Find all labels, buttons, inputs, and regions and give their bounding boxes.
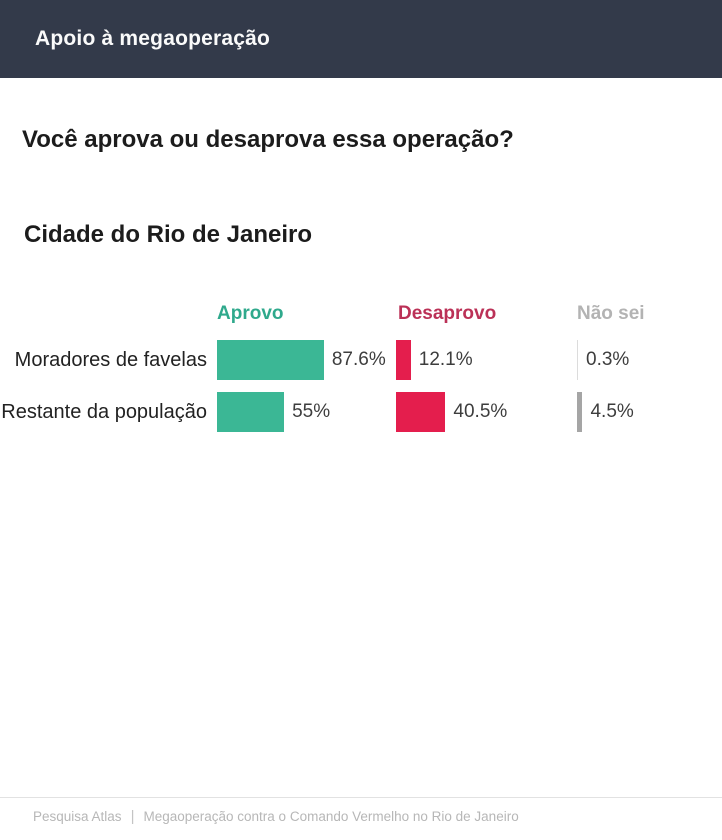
bar-value: 40.5% (453, 401, 508, 422)
bar-value: 55% (292, 401, 331, 422)
footer-separator: | (130, 808, 135, 825)
section-title: Cidade do Rio de Janeiro (24, 221, 313, 248)
series-header-aprovo: Aprovo (217, 303, 284, 324)
category-label: Moradores de favelas (14, 349, 207, 371)
bar-aprovo-restante (217, 392, 285, 432)
footer-note: Megaoperação contra o Comando Vermelho n… (143, 809, 519, 824)
survey-question: Você aprova ou desaprova essa operação? (22, 126, 514, 153)
bar-desaprovo-favelas (396, 340, 411, 380)
bar-value: 4.5% (590, 401, 634, 422)
footer-source: Pesquisa Atlas (33, 809, 122, 824)
bar-cell: 4.5% (577, 392, 634, 432)
bar-cell: 40.5% (396, 392, 507, 432)
bar-value: 87.6% (331, 349, 386, 370)
category-label: Restante da população (1, 401, 207, 423)
bar-chart: Aprovo Desaprovo Não sei Moradores de fa… (0, 302, 722, 442)
bar-nao-sei-favelas (577, 340, 578, 380)
bar-value: 0.3% (586, 349, 630, 370)
bar-aprovo-favelas (217, 340, 324, 380)
footer: Pesquisa Atlas | Megaoperação contra o C… (33, 808, 519, 825)
footer-divider (0, 797, 722, 798)
bar-cell: 12.1% (396, 340, 473, 380)
bar-cell: 87.6% (217, 340, 386, 380)
series-header-nao-sei: Não sei (577, 303, 645, 324)
bar-desaprovo-restante (396, 392, 446, 432)
header-bar: Apoio à megaoperação (0, 0, 722, 78)
bar-value: 12.1% (418, 349, 473, 370)
bar-cell: 0.3% (577, 340, 629, 380)
bar-nao-sei-restante (577, 392, 583, 432)
bar-cell: 55% (217, 392, 330, 432)
page-title: Apoio à megaoperação (35, 27, 271, 50)
series-header-desaprovo: Desaprovo (398, 303, 497, 324)
